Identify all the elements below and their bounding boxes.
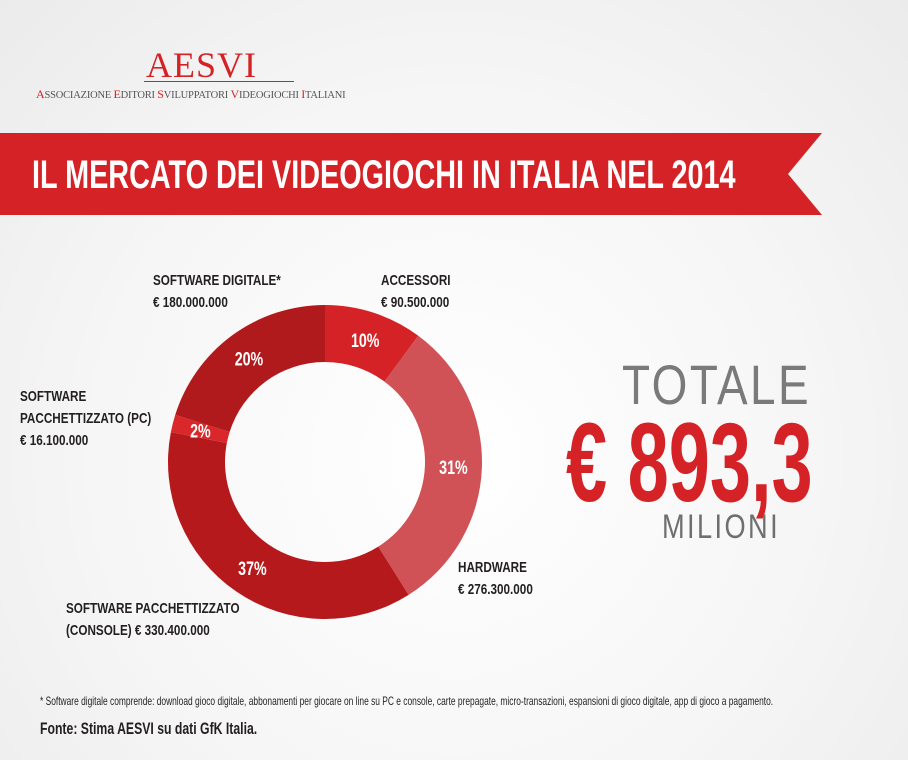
page-title: IL MERCATO DEI VIDEOGIOCHI IN ITALIA NEL… <box>32 153 736 197</box>
logo-initial: E <box>113 87 121 101</box>
logo-initial: A <box>36 87 45 101</box>
total-value: € 893,3 <box>566 400 813 525</box>
source-note: Fonte: Stima AESVI su dati GfK Italia. <box>40 719 258 738</box>
donut-slice-2 <box>168 432 409 619</box>
label-pc: SOFTWARE PACCHETTIZZATO (PC) € 16.100.00… <box>20 386 151 452</box>
logo-divider <box>144 81 294 82</box>
label-accessori: ACCESSORI € 90.500.000 <box>381 270 451 314</box>
percent-label: 37% <box>238 558 267 579</box>
label-digitale: SOFTWARE DIGITALE* € 180.000.000 <box>153 270 281 314</box>
percent-label: 20% <box>235 348 264 369</box>
label-hardware: HARDWARE € 276.300.000 <box>458 557 533 601</box>
label-name: SOFTWARE PACCHETTIZZATO <box>66 600 240 617</box>
label-name-2: PACCHETTIZZATO (PC) <box>20 410 152 427</box>
label-value: € 276.300.000 <box>458 581 533 598</box>
label-console: SOFTWARE PACCHETTIZZATO (CONSOLE) € 330.… <box>66 598 240 642</box>
donut-slice-3 <box>170 414 230 443</box>
logo-name: AESVI <box>146 45 257 85</box>
label-value: € 16.100.000 <box>20 432 89 449</box>
banner-shape <box>0 133 822 215</box>
title-banner: IL MERCATO DEI VIDEOGIOCHI IN ITALIA NEL… <box>0 133 822 215</box>
label-value: € 90.500.000 <box>381 294 450 311</box>
label-name: SOFTWARE DIGITALE* <box>153 272 281 289</box>
logo-initial: S <box>157 87 164 101</box>
label-name: ACCESSORI <box>381 272 451 289</box>
donut-slice-0 <box>325 305 419 382</box>
logo-initial: V <box>230 87 240 101</box>
donut-slice-4 <box>175 305 325 432</box>
percent-label: 10% <box>351 330 380 351</box>
total-label: TOTALE <box>622 353 812 416</box>
label-name: SOFTWARE <box>20 388 87 405</box>
total-unit: MILIONI <box>662 508 781 546</box>
logo-subtitle: ASSOCIAZIONE EDITORI SVILUPPATORI VIDEOG… <box>36 87 346 101</box>
percent-label: 2% <box>190 420 211 441</box>
donut-slice-1 <box>378 335 482 595</box>
label-value: (CONSOLE) € 330.400.000 <box>66 622 210 639</box>
footnote: * Software digitale comprende: download … <box>40 694 774 708</box>
label-name: HARDWARE <box>458 559 527 576</box>
logo-initial: I <box>301 87 306 101</box>
percent-label: 31% <box>439 457 468 478</box>
label-value: € 180.000.000 <box>153 294 228 311</box>
